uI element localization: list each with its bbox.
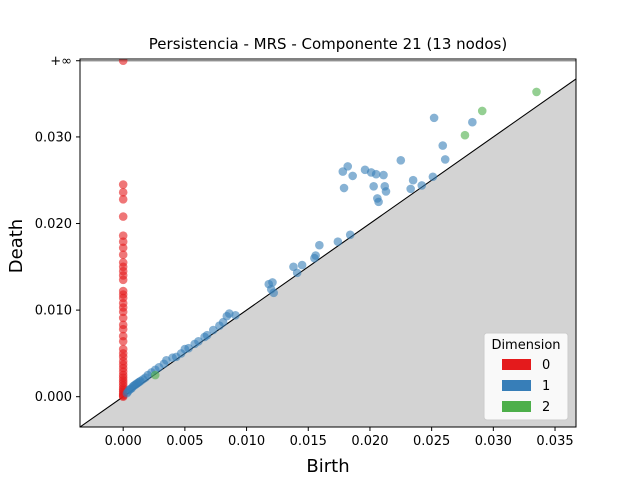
legend-swatch bbox=[502, 401, 531, 412]
legend: Dimension 0 1 2 bbox=[483, 332, 569, 421]
point-dim-1 bbox=[438, 141, 448, 150]
point-dim-1 bbox=[315, 240, 324, 250]
point-dim-1 bbox=[345, 230, 355, 240]
y-tick-label: 0.030 bbox=[35, 130, 72, 145]
point-dim-1 bbox=[343, 162, 353, 171]
point-dim-0 bbox=[118, 307, 128, 317]
point-dim-1 bbox=[311, 251, 320, 260]
point-dim-0 bbox=[118, 250, 128, 259]
legend-box bbox=[483, 332, 569, 421]
point-dim-0 bbox=[118, 324, 128, 334]
point-dim-0 bbox=[118, 188, 128, 197]
series-dim-2 bbox=[150, 87, 541, 380]
point-dim-1 bbox=[202, 330, 212, 340]
point-dim-2 bbox=[460, 130, 470, 140]
x-tick-label: 0.020 bbox=[351, 434, 388, 449]
axes-frame bbox=[79, 58, 577, 428]
point-dim-1 bbox=[348, 171, 357, 181]
point-dim-1 bbox=[369, 181, 378, 191]
legend-label: 1 bbox=[542, 379, 550, 394]
point-dim-0 bbox=[118, 275, 128, 285]
chart-title: Persistencia - MRS - Componente 21 (13 n… bbox=[149, 35, 507, 53]
point-dim-1 bbox=[468, 117, 477, 127]
x-tick-label: 0.025 bbox=[413, 434, 450, 449]
point-dim-0 bbox=[118, 231, 128, 240]
point-dim-1 bbox=[208, 325, 218, 335]
legend-label: 2 bbox=[542, 400, 550, 415]
point-dim-1 bbox=[339, 183, 349, 193]
x-tick-label: 0.000 bbox=[105, 434, 142, 449]
point-dim-0 bbox=[118, 59, 128, 66]
plot-area: 0.000 0.005 0.010 0.015 0.020 0.025 0.030 0.035… bbox=[35, 54, 577, 449]
point-dim-1 bbox=[374, 197, 383, 207]
x-tick-label: 0.015 bbox=[290, 434, 327, 449]
point-dim-0 bbox=[118, 180, 128, 189]
point-dim-1 bbox=[371, 169, 381, 179]
point-dim-0 bbox=[118, 237, 128, 247]
point-dim-0 bbox=[118, 194, 128, 204]
point-dim-2 bbox=[532, 87, 541, 97]
series-dim-0 bbox=[118, 59, 128, 401]
point-dim-1 bbox=[292, 268, 302, 278]
point-dim-1 bbox=[379, 170, 388, 180]
point-dim-1 bbox=[440, 155, 450, 164]
point-dim-0 bbox=[118, 212, 128, 221]
point-dim-1 bbox=[297, 260, 307, 270]
y-axis-title: Death bbox=[6, 219, 27, 273]
point-dim-1 bbox=[417, 181, 427, 190]
x-tick-label: 0.005 bbox=[166, 434, 203, 449]
point-dim-2 bbox=[150, 370, 160, 380]
x-tick-label: 0.035 bbox=[536, 434, 573, 449]
y-tick-label: 0.020 bbox=[35, 217, 72, 232]
x-tick-label: 0.030 bbox=[475, 434, 512, 449]
point-dim-1 bbox=[184, 343, 193, 353]
point-dim-0 bbox=[118, 336, 128, 346]
x-axis-title: Birth bbox=[306, 456, 349, 477]
point-dim-1 bbox=[231, 311, 240, 320]
point-dim-1 bbox=[268, 278, 277, 287]
legend-swatch bbox=[502, 359, 531, 370]
x-tick-label: 0.010 bbox=[228, 434, 265, 449]
infinity-tick-label: +∞ bbox=[50, 54, 72, 69]
y-tick-label: 0.000 bbox=[35, 390, 72, 405]
legend-swatch bbox=[502, 380, 531, 391]
point-dim-1 bbox=[408, 175, 418, 185]
legend-label: 0 bbox=[542, 358, 550, 373]
legend-entries: 0 1 2 bbox=[502, 358, 550, 415]
point-dim-1 bbox=[428, 172, 438, 182]
point-dim-2 bbox=[477, 106, 487, 116]
point-dim-1 bbox=[429, 113, 439, 123]
point-dim-1 bbox=[333, 237, 343, 247]
point-dim-0 bbox=[118, 313, 128, 323]
point-dim-1 bbox=[381, 187, 391, 196]
point-dim-1 bbox=[406, 184, 415, 194]
legend-title: Dimension bbox=[491, 338, 560, 353]
point-dim-1 bbox=[194, 336, 203, 346]
point-dim-1 bbox=[396, 156, 406, 165]
point-dim-0 bbox=[118, 243, 128, 253]
y-tick-label: 0.010 bbox=[35, 304, 72, 319]
point-dim-1 bbox=[269, 288, 279, 298]
